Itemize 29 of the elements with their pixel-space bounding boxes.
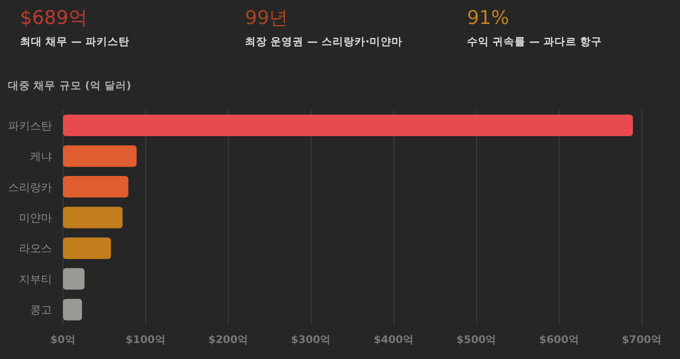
text: 최장 운영권 — 스리랑카·미얀마 xyxy=(245,36,402,48)
bar xyxy=(63,237,111,259)
text: 최대 채무 — 파키스탄 xyxy=(20,36,130,48)
x-tick-label: $200억 xyxy=(208,334,249,346)
x-tick-label: $700억 xyxy=(622,334,662,346)
x-tick-label: $500억 xyxy=(456,334,497,346)
y-tick-label: 라오스 xyxy=(19,242,52,256)
y-tick-label: 케냐 xyxy=(30,150,52,164)
text: 99년 xyxy=(245,7,288,29)
y-tick-label: 파키스탄 xyxy=(8,119,52,132)
chart-title: 대중 채무 규모 (억 달러) xyxy=(8,80,132,92)
text: 수익 귀속률 — 과다르 항구 xyxy=(467,36,602,48)
text: 91% xyxy=(467,7,510,29)
bar xyxy=(63,298,82,320)
y-tick-label: 콩고 xyxy=(30,304,52,317)
x-tick-label: $300억 xyxy=(291,334,332,346)
bar xyxy=(63,176,128,198)
x-tick-label: $400억 xyxy=(374,334,414,346)
bar xyxy=(63,114,633,136)
bar xyxy=(63,206,123,228)
bar xyxy=(63,268,85,290)
x-tick-label: $100억 xyxy=(126,334,166,346)
y-tick-label: 미얀마 xyxy=(19,212,52,224)
y-tick-label: 지부티 xyxy=(19,272,52,286)
x-tick-label: $600억 xyxy=(539,334,580,346)
y-tick-label: 스리랑카 xyxy=(8,180,52,194)
x-tick-label: $0억 xyxy=(50,334,76,346)
bar xyxy=(63,145,137,167)
text: $689억 xyxy=(20,7,88,29)
